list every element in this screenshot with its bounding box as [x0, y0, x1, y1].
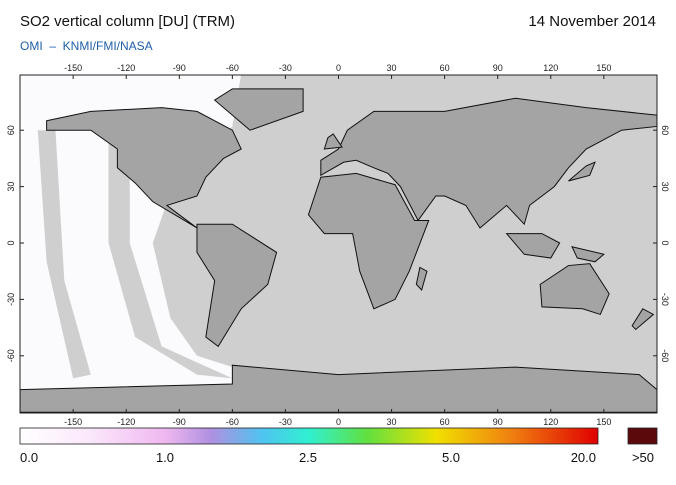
lon-label-top: -90	[173, 63, 186, 73]
lon-label-bottom: -150	[64, 417, 82, 427]
lon-label-top: -60	[226, 63, 239, 73]
lat-label-left: -60	[6, 349, 16, 362]
lon-label-bottom: 90	[493, 417, 503, 427]
land	[20, 89, 657, 412]
lon-label-top: 90	[493, 63, 503, 73]
colorbar-overflow	[627, 427, 658, 445]
lat-label-left: 60	[6, 125, 16, 135]
lon-label-bottom: 150	[596, 417, 611, 427]
lon-label-bottom: 120	[543, 417, 558, 427]
lat-label-right: 0	[660, 240, 670, 245]
lon-label-bottom: -120	[117, 417, 135, 427]
colorbar-label: 0.0	[20, 450, 38, 465]
lon-label-top: -30	[279, 63, 292, 73]
graticule-ticks: -150 -150 -120 -120 -90 -90 -60 -60 -30 -30 0 0 30 30…	[6, 63, 670, 427]
colorbar-label: 20.0	[571, 450, 596, 465]
lon-label-top: 150	[596, 63, 611, 73]
colorbar-label: >50	[632, 450, 654, 465]
colorbar-label: 2.5	[299, 450, 317, 465]
lon-label-top: 0	[336, 63, 341, 73]
lon-label-bottom: 0	[336, 417, 341, 427]
colorbar-labels: 0.0 1.0 2.5 5.0 20.0 >50	[20, 450, 654, 465]
title: SO2 vertical column [DU] (TRM)	[20, 13, 235, 30]
lon-label-bottom: 30	[387, 417, 397, 427]
lat-label-right: -60	[660, 349, 670, 362]
map-layers	[20, 75, 657, 412]
date: 14 November 2014	[528, 13, 656, 30]
lon-label-bottom: -60	[226, 417, 239, 427]
lat-label-left: -30	[6, 293, 16, 306]
lon-label-bottom: 60	[440, 417, 450, 427]
colorbar-label: 1.0	[156, 450, 174, 465]
lon-label-bottom: -90	[173, 417, 186, 427]
lat-label-left: 30	[6, 182, 16, 192]
map	[20, 75, 657, 413]
lon-label-top: 30	[387, 63, 397, 73]
lat-label-right: 30	[660, 182, 670, 192]
lon-label-top: 120	[543, 63, 558, 73]
colorbar-label: 5.0	[442, 450, 460, 465]
lon-label-bottom: -30	[279, 417, 292, 427]
lon-label-top: 60	[440, 63, 450, 73]
lon-label-top: -150	[64, 63, 82, 73]
colorbar	[19, 427, 599, 445]
lat-label-right: -30	[660, 293, 670, 306]
lat-label-left: 0	[6, 240, 16, 245]
lon-label-top: -120	[117, 63, 135, 73]
lat-label-right: 60	[660, 125, 670, 135]
source: OMI – KNMI/FMI/NASA	[20, 39, 153, 53]
